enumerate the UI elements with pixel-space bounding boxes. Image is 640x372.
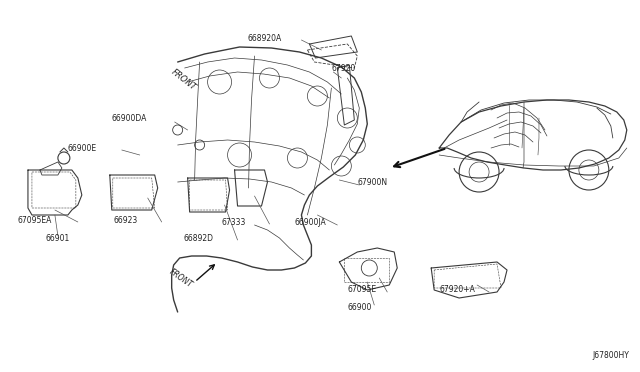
Text: 668920A: 668920A [248, 33, 282, 42]
Text: J67800HY: J67800HY [593, 350, 630, 359]
Text: 67900N: 67900N [357, 177, 387, 186]
Text: 67920: 67920 [332, 64, 356, 73]
Text: 67095EA: 67095EA [18, 215, 52, 224]
Text: FRONT: FRONT [170, 67, 198, 92]
Text: 66901: 66901 [46, 234, 70, 243]
Text: 66900E: 66900E [68, 144, 97, 153]
Text: 66900JA: 66900JA [294, 218, 326, 227]
Text: 66892D: 66892D [184, 234, 214, 243]
Text: 67095E: 67095E [348, 285, 376, 295]
Text: 66900: 66900 [348, 304, 372, 312]
Text: 66923: 66923 [114, 215, 138, 224]
Text: 67333: 67333 [221, 218, 246, 227]
Text: FRONT: FRONT [168, 267, 194, 289]
Text: 66900DA: 66900DA [112, 113, 147, 122]
Text: 67920+A: 67920+A [439, 285, 475, 295]
